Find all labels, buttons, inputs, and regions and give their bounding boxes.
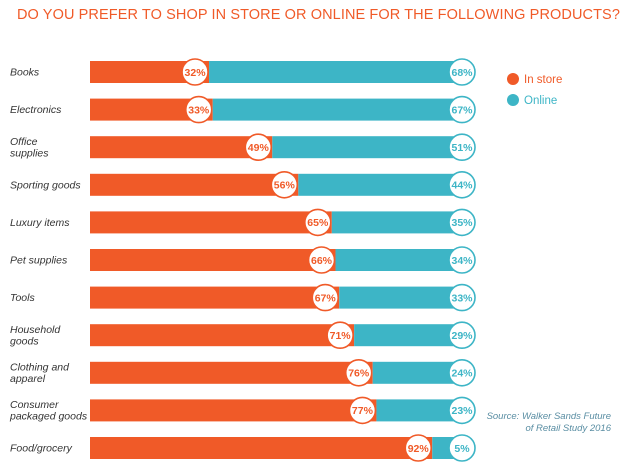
bar-in-store — [90, 324, 355, 347]
online-value-badge — [448, 133, 476, 161]
bar-online — [331, 211, 462, 234]
bar-in-store — [90, 361, 373, 384]
online-value-label: 68% — [451, 67, 473, 79]
online-value-label: 34% — [451, 255, 473, 267]
bar-online — [335, 249, 462, 271]
in-store-value-badge — [270, 171, 299, 199]
in-store-value-badge — [307, 246, 336, 274]
category-label: Electronics — [10, 104, 62, 116]
online-value-badge — [448, 95, 476, 124]
chart-title: DO YOU PREFER TO SHOP IN STORE OR ONLINE… — [16, 7, 620, 23]
in-store-value-badge — [348, 396, 377, 425]
bar-online — [354, 324, 462, 347]
online-value-label: 33% — [451, 292, 473, 304]
source-line-2: of Retail Study 2016 — [525, 423, 611, 434]
in-store-value-label: 33% — [188, 104, 210, 116]
online-value-label: 44% — [451, 180, 473, 192]
in-store-value-label: 49% — [248, 142, 270, 154]
in-store-value-label: 56% — [274, 180, 296, 192]
online-value-label: 23% — [451, 405, 473, 417]
in-store-value-badge — [404, 434, 433, 462]
bar-online — [209, 61, 462, 83]
category-label: Office — [10, 136, 38, 148]
in-store-value-badge — [184, 95, 213, 124]
in-store-value-label: 65% — [307, 217, 329, 229]
bar-in-store — [90, 173, 299, 196]
online-value-badge — [448, 246, 476, 274]
in-store-value-label: 76% — [348, 368, 370, 380]
bar-online — [298, 173, 462, 196]
category-label: Food/grocery — [10, 443, 73, 455]
category-label: Clothing and — [10, 362, 70, 374]
online-value-badge — [448, 208, 476, 237]
bar-in-store — [90, 136, 273, 159]
bar-online — [212, 98, 462, 121]
online-value-badge — [448, 434, 476, 462]
category-label: Consumer — [10, 399, 59, 411]
in-store-value-label: 67% — [315, 292, 337, 304]
in-store-value-label: 77% — [352, 405, 374, 417]
category-label: Pet supplies — [10, 255, 68, 267]
category-label: goods — [10, 335, 39, 347]
in-store-value-label: 92% — [408, 443, 430, 455]
bar-in-store — [90, 286, 340, 309]
legend-label-in-store: In store — [524, 74, 562, 86]
online-value-badge — [448, 396, 476, 425]
legend-swatch-online — [507, 94, 519, 106]
in-store-value-badge — [326, 321, 354, 350]
category-label: Tools — [10, 292, 35, 304]
in-store-value-label: 32% — [185, 67, 207, 79]
online-value-label: 24% — [451, 368, 473, 380]
in-store-value-badge — [303, 208, 332, 237]
online-value-badge — [448, 171, 476, 199]
in-store-value-badge — [311, 283, 340, 312]
bar-in-store — [90, 437, 433, 459]
in-store-value-badge — [244, 133, 273, 161]
bar-in-store — [90, 211, 332, 234]
in-store-value-label: 71% — [330, 330, 352, 342]
online-value-label: 29% — [451, 330, 473, 342]
bar-online — [372, 361, 462, 384]
online-value-badge — [448, 358, 476, 387]
online-value-label: 51% — [451, 142, 473, 154]
category-label: supplies — [10, 147, 49, 159]
bar-in-store — [90, 249, 336, 271]
legend-label-online: Online — [524, 95, 557, 107]
bar-in-store — [90, 399, 377, 422]
category-label: Household — [10, 324, 61, 336]
source-line-1: Source: Walker Sands Future — [486, 411, 611, 422]
legend-swatch-in-store — [507, 73, 519, 85]
in-store-value-label: 66% — [311, 255, 333, 267]
in-store-value-badge — [344, 358, 373, 387]
source-note: Source: Walker Sands Future of Retail St… — [461, 411, 611, 435]
online-value-label: 67% — [451, 104, 473, 116]
bar-online — [339, 286, 462, 309]
category-label: apparel — [10, 373, 46, 385]
category-label: Books — [10, 67, 40, 79]
category-label: Sporting goods — [10, 179, 81, 191]
category-label: Luxury items — [10, 217, 70, 229]
bar-in-store — [90, 61, 210, 83]
category-label: packaged goods — [9, 411, 88, 423]
bar-online — [376, 399, 462, 422]
online-value-label: 35% — [451, 217, 473, 229]
online-value-badge — [448, 321, 476, 350]
online-value-label: 5% — [454, 443, 470, 455]
bar-online — [272, 136, 462, 159]
online-value-badge — [448, 283, 476, 312]
in-store-value-badge — [181, 58, 209, 86]
online-value-badge — [448, 58, 476, 86]
bar-in-store — [90, 98, 213, 121]
